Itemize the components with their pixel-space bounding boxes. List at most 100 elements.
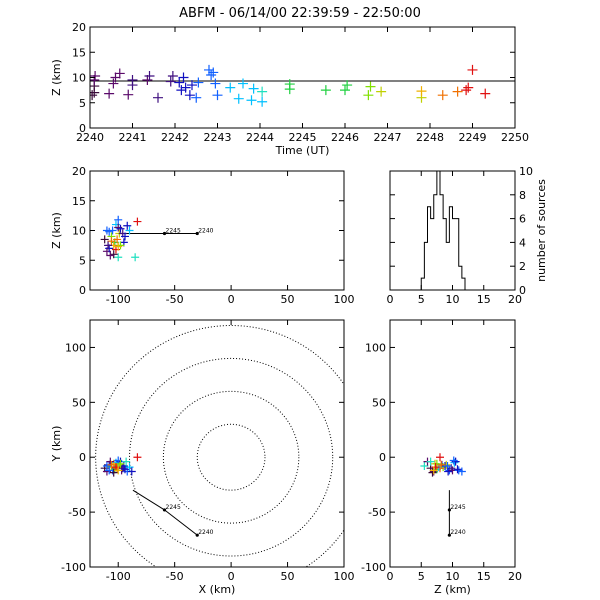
- x-tick-label: 20: [508, 570, 522, 583]
- data-point: [187, 80, 197, 91]
- x-tick-label: 10: [446, 293, 460, 306]
- data-point: [142, 75, 153, 86]
- data-point: [131, 253, 140, 262]
- data-point: [114, 215, 123, 224]
- y-tick-label: 5: [79, 97, 86, 110]
- data-point: [342, 80, 353, 91]
- plot-frame: [389, 170, 516, 291]
- y-tick-label: 0: [79, 451, 86, 464]
- plot-frame: [89, 26, 516, 129]
- data-point: [443, 462, 452, 471]
- x-tick-label: -50: [166, 293, 184, 306]
- x-axis-label: Time (UT): [275, 144, 330, 157]
- data-point: [125, 226, 134, 235]
- data-point: [165, 76, 176, 87]
- data-point: [449, 456, 458, 465]
- data-point: [210, 78, 221, 89]
- x-tick-label: 0: [387, 293, 394, 306]
- data-point: [416, 86, 427, 97]
- data-point: [184, 90, 195, 101]
- x-tick-label: -100: [106, 293, 131, 306]
- data-point: [106, 457, 115, 466]
- plot-area: 2245 2240: [420, 453, 466, 537]
- panel-z-y: 2245 2240 0 5 10 15 20 -100 -50 0 50 100 Z (km): [361, 319, 522, 596]
- y-tick-label: -100: [61, 561, 86, 574]
- track-marker-label: 2240: [198, 227, 213, 234]
- x-tick-label: 20: [508, 293, 522, 306]
- y-tick-label: 10: [72, 225, 86, 238]
- data-point: [123, 89, 134, 100]
- data-point: [225, 82, 236, 93]
- data-point: [365, 81, 376, 92]
- data-point: [452, 86, 463, 97]
- data-point: [100, 235, 109, 244]
- x-tick-label: 2246: [331, 131, 359, 144]
- x-tick-label: 2244: [246, 131, 274, 144]
- plot-area: 2245 2240: [95, 325, 344, 567]
- track-marker: [195, 231, 199, 236]
- x-tick-label: 2240: [76, 131, 104, 144]
- x-tick-label: 0: [228, 570, 235, 583]
- y-tick-label: 5: [79, 254, 86, 267]
- y-tick-label: 100: [65, 341, 86, 354]
- histogram-bar: [446, 242, 449, 290]
- y-tick-label: 0: [519, 284, 526, 297]
- data-point: [437, 90, 448, 101]
- data-point: [208, 67, 219, 78]
- data-point: [420, 462, 429, 471]
- x-tick-label: 2245: [289, 131, 317, 144]
- x-tick-label: 2247: [374, 131, 402, 144]
- x-tick-label: 2241: [119, 131, 147, 144]
- data-point: [102, 462, 111, 471]
- data-point: [461, 85, 472, 96]
- y-axis-label: number of sources: [535, 179, 548, 282]
- plot-frame: [89, 319, 345, 568]
- x-tick-label: 0: [228, 293, 235, 306]
- data-point: [107, 460, 116, 469]
- y-tick-label: -50: [68, 506, 86, 519]
- data-point: [340, 85, 350, 96]
- data-point: [90, 70, 101, 81]
- track-marker-label: 2240: [450, 529, 465, 536]
- data-point: [463, 82, 474, 93]
- data-point: [436, 453, 444, 462]
- y-tick-label: 50: [372, 396, 386, 409]
- data-point: [104, 88, 115, 99]
- y-tick-label: 50: [72, 396, 86, 409]
- data-point: [133, 453, 142, 462]
- data-point: [453, 465, 462, 474]
- track-marker: [195, 533, 199, 537]
- track-line: [132, 489, 198, 536]
- data-point: [451, 457, 460, 466]
- y-tick-label: 0: [379, 451, 386, 464]
- x-tick-label: 5: [418, 293, 425, 306]
- data-point: [246, 95, 257, 106]
- data-point: [125, 463, 134, 472]
- x-tick-label: 10: [446, 570, 460, 583]
- y-tick-label: -100: [361, 561, 386, 574]
- data-point: [238, 78, 248, 89]
- x-tick-label: 5: [418, 570, 425, 583]
- y-tick-label: 15: [72, 46, 86, 59]
- histogram-outline: [420, 171, 466, 290]
- y-tick-label: 20: [72, 165, 86, 178]
- data-point: [120, 232, 129, 241]
- data-point: [176, 85, 187, 96]
- data-point: [444, 467, 453, 476]
- y-tick-label: 4: [519, 236, 526, 249]
- data-point: [457, 467, 466, 476]
- data-point: [376, 86, 387, 97]
- data-point: [106, 251, 115, 260]
- data-point: [123, 221, 132, 230]
- y-tick-label: 10: [72, 72, 86, 85]
- data-point: [436, 464, 444, 473]
- track-marker-label: 2245: [166, 504, 181, 511]
- data-point: [257, 86, 268, 97]
- data-point: [120, 465, 129, 474]
- data-point: [204, 64, 214, 75]
- figure-title: ABFM - 06/14/00 22:39:59 - 22:50:00: [179, 6, 421, 21]
- data-point: [248, 83, 259, 94]
- track-marker-label: 2245: [450, 504, 465, 511]
